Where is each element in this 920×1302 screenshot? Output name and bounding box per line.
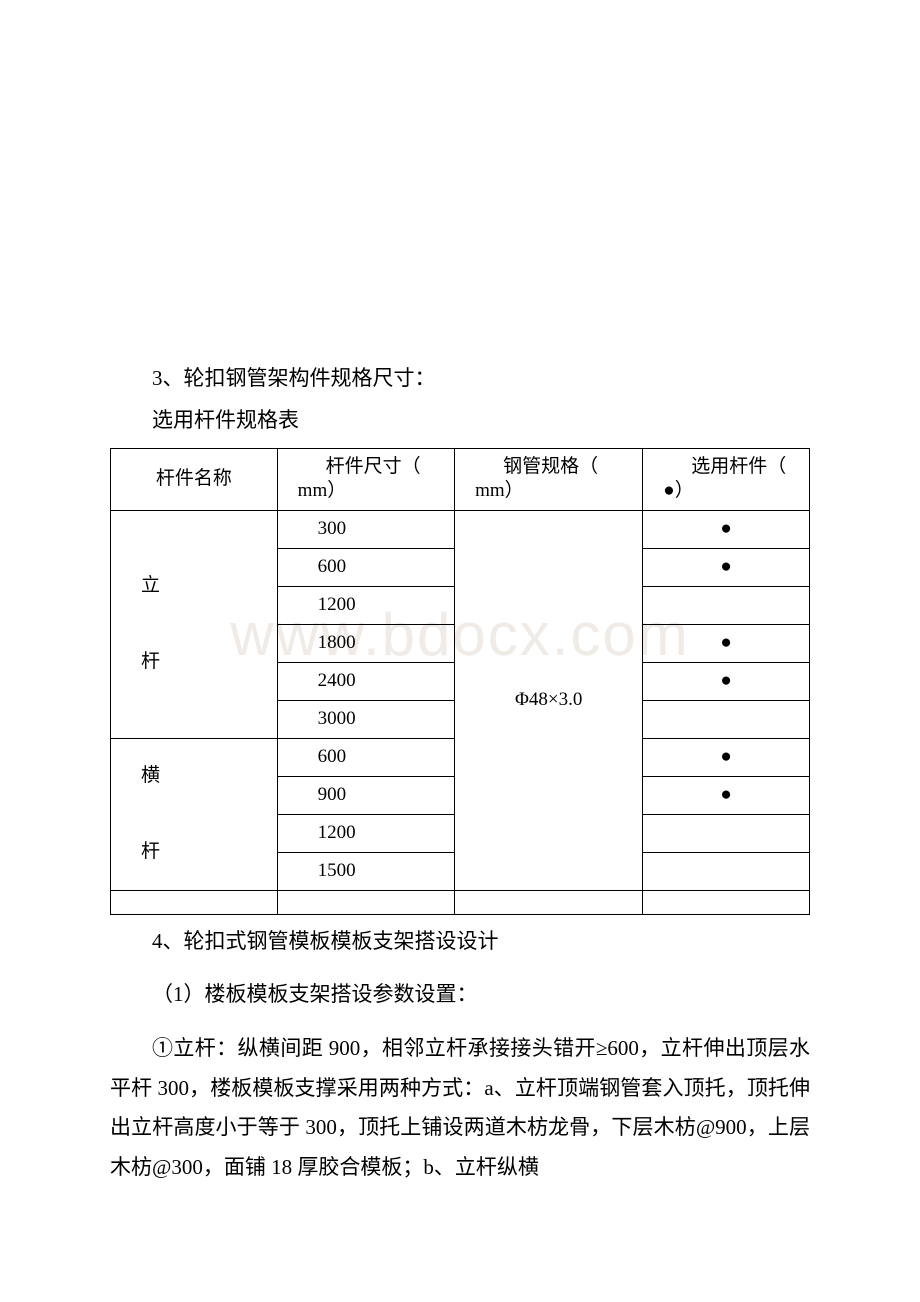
cell-size: 900 <box>277 776 454 814</box>
cell-mark: ● <box>643 510 810 548</box>
blank-cell <box>277 890 454 914</box>
spec-value-cell: Φ48×3.0 <box>455 510 643 890</box>
vertical-pole-label: 立杆 <box>111 510 278 738</box>
spec-table-container: 杆件名称 杆件尺寸（ mm） 钢管规格（ mm） 选用杆件（ ●） 立杆 300… <box>110 448 810 915</box>
header-size-line1: 杆件尺寸（ <box>286 456 421 477</box>
cell-mark: ● <box>643 662 810 700</box>
cell-size: 1200 <box>277 814 454 852</box>
blank-cell <box>643 890 810 914</box>
horizontal-pole-label: 横杆 <box>111 738 278 890</box>
table-header-row: 杆件名称 杆件尺寸（ mm） 钢管规格（ mm） 选用杆件（ ●） <box>111 448 810 510</box>
table-row: 立杆 300 Φ48×3.0 ● <box>111 510 810 548</box>
body-paragraph-1: ①立杆：纵横间距 900，相邻立杆承接接头错开≥600，立杆伸出顶层水平杆 30… <box>110 1029 810 1189</box>
cell-size: 300 <box>277 510 454 548</box>
cell-mark: ● <box>643 548 810 586</box>
header-size-line2: mm） <box>286 480 347 501</box>
cell-size: 2400 <box>277 662 454 700</box>
sub-heading-1: （1）楼板模板支架搭设参数设置： <box>110 975 810 1015</box>
cell-mark: ● <box>643 738 810 776</box>
heading-3: 3、轮扣钢管架构件规格尺寸： <box>110 360 810 398</box>
cell-size: 1800 <box>277 624 454 662</box>
cell-size: 1500 <box>277 852 454 890</box>
header-select-line2: ●） <box>651 480 693 501</box>
cell-mark <box>643 586 810 624</box>
header-select-line1: 选用杆件（ <box>651 456 786 477</box>
cell-mark: ● <box>643 776 810 814</box>
cell-size: 600 <box>277 738 454 776</box>
heading-4: 4、轮扣式钢管模板模板支架搭设设计 <box>110 923 810 961</box>
document-content: 3、轮扣钢管架构件规格尺寸： 选用杆件规格表 杆件名称 杆件尺寸（ mm） 钢管… <box>0 0 920 1188</box>
header-spec: 钢管规格（ mm） <box>455 448 643 510</box>
header-spec-line2: mm） <box>463 480 524 501</box>
header-spec-line1: 钢管规格（ <box>463 456 598 477</box>
spec-table: 杆件名称 杆件尺寸（ mm） 钢管规格（ mm） 选用杆件（ ●） 立杆 300… <box>110 448 810 915</box>
cell-size: 600 <box>277 548 454 586</box>
cell-size: 3000 <box>277 700 454 738</box>
section-4: 4、轮扣式钢管模板模板支架搭设设计 （1）楼板模板支架搭设参数设置： ①立杆：纵… <box>110 923 810 1188</box>
cell-mark <box>643 814 810 852</box>
cell-size: 1200 <box>277 586 454 624</box>
cell-mark <box>643 700 810 738</box>
table-title: 选用杆件规格表 <box>110 402 810 440</box>
blank-cell <box>455 890 643 914</box>
header-select: 选用杆件（ ●） <box>643 448 810 510</box>
table-blank-row <box>111 890 810 914</box>
cell-mark <box>643 852 810 890</box>
blank-cell <box>111 890 278 914</box>
cell-mark: ● <box>643 624 810 662</box>
header-name: 杆件名称 <box>111 448 278 510</box>
header-size: 杆件尺寸（ mm） <box>277 448 454 510</box>
